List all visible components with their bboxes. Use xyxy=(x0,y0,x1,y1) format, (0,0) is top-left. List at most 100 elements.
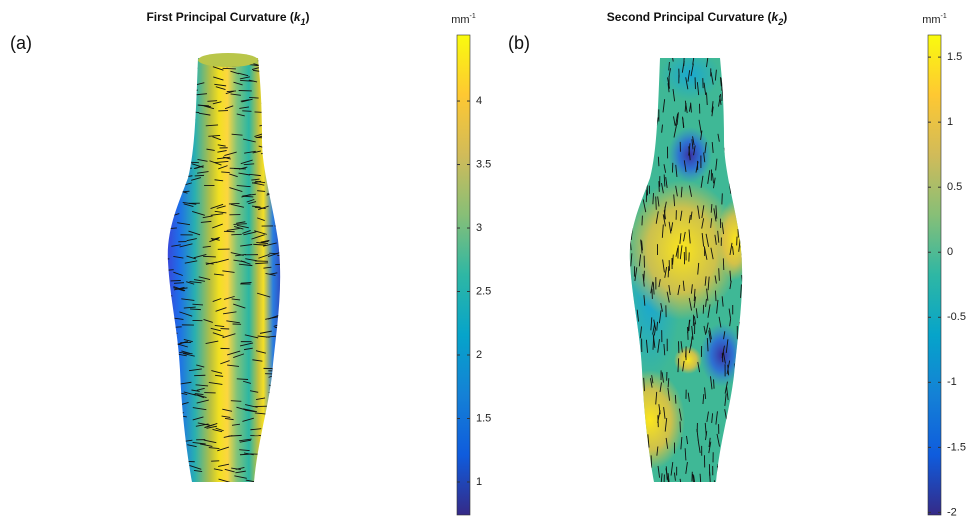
unit-base: mm xyxy=(451,14,469,26)
panel-label: (b) xyxy=(508,33,530,53)
direction-glyph xyxy=(166,194,179,195)
direction-glyph xyxy=(733,123,735,136)
panel-label: (a) xyxy=(10,33,32,53)
direction-glyph xyxy=(274,107,287,108)
direction-glyph xyxy=(278,403,290,405)
direction-glyph xyxy=(174,119,184,123)
direction-glyph xyxy=(649,106,651,115)
direction-glyph xyxy=(269,391,283,392)
direction-glyph xyxy=(277,69,287,70)
direction-glyph xyxy=(166,202,175,204)
direction-glyph xyxy=(172,69,186,72)
direction-glyph xyxy=(170,435,184,436)
direction-glyph xyxy=(164,390,175,393)
direction-glyph xyxy=(180,107,192,108)
direction-glyph xyxy=(633,461,634,470)
direction-glyph xyxy=(182,86,193,88)
direction-glyph xyxy=(269,88,282,89)
direction-glyph xyxy=(160,292,173,296)
direction-glyph xyxy=(189,90,197,93)
direction-glyph xyxy=(627,377,629,388)
direction-glyph xyxy=(259,476,272,478)
direction-glyph xyxy=(644,446,646,455)
direction-glyph xyxy=(741,319,744,332)
direction-glyph xyxy=(727,465,728,475)
direction-glyph xyxy=(744,440,746,454)
direction-glyph xyxy=(268,137,279,141)
direction-glyph xyxy=(272,393,282,396)
direction-glyph xyxy=(634,125,635,136)
direction-glyph xyxy=(651,145,653,154)
direction-glyph xyxy=(631,363,633,371)
direction-glyph xyxy=(181,115,190,117)
direction-glyph xyxy=(636,375,637,383)
tick-label: 3 xyxy=(476,222,482,234)
tick-label: 0 xyxy=(947,246,953,258)
direction-glyph xyxy=(658,157,659,166)
tick-label: -2 xyxy=(947,506,957,518)
direction-glyph xyxy=(195,175,204,176)
direction-glyph xyxy=(739,322,740,331)
direction-glyph xyxy=(180,57,190,59)
direction-glyph xyxy=(186,64,198,68)
direction-glyph xyxy=(656,196,657,209)
direction-glyph xyxy=(273,148,284,149)
direction-glyph xyxy=(647,184,648,196)
unit-exp: -1 xyxy=(941,13,947,20)
direction-glyph xyxy=(161,217,170,218)
direction-glyph xyxy=(638,109,640,120)
direction-glyph xyxy=(629,136,631,149)
direction-glyph xyxy=(271,171,279,173)
direction-glyph xyxy=(172,110,180,112)
chart-title: First Principal Curvature (k1) xyxy=(146,10,309,27)
tick-label: 1.5 xyxy=(947,51,962,63)
direction-glyph xyxy=(631,449,632,458)
direction-glyph xyxy=(166,376,174,378)
direction-glyph xyxy=(275,396,286,397)
direction-glyph xyxy=(181,72,193,74)
direction-glyph xyxy=(745,259,746,272)
direction-glyph xyxy=(639,69,640,83)
tick-label: -1 xyxy=(947,376,957,388)
direction-glyph xyxy=(177,98,185,99)
direction-glyph xyxy=(163,103,172,105)
direction-glyph xyxy=(635,353,636,364)
direction-glyph xyxy=(730,114,731,122)
direction-glyph xyxy=(639,452,640,462)
direction-glyph xyxy=(627,188,628,197)
direction-glyph xyxy=(275,153,286,156)
direction-glyph xyxy=(639,148,640,161)
direction-glyph xyxy=(164,381,178,384)
tick-label: 1 xyxy=(947,116,953,128)
direction-glyph xyxy=(272,177,281,178)
direction-glyph xyxy=(273,383,283,385)
direction-glyph xyxy=(645,123,646,131)
direction-glyph xyxy=(743,456,745,467)
title-part: ) xyxy=(783,10,787,24)
direction-glyph xyxy=(730,165,731,174)
direction-glyph xyxy=(162,170,172,171)
direction-glyph xyxy=(258,470,272,472)
direction-glyph xyxy=(738,415,739,428)
tick-label: -0.5 xyxy=(947,311,966,323)
direction-glyph xyxy=(729,120,731,132)
direction-glyph xyxy=(273,420,281,421)
title-part: Second Principal Curvature ( xyxy=(607,10,772,24)
direction-glyph xyxy=(274,108,286,109)
direction-glyph xyxy=(668,266,669,277)
direction-glyph xyxy=(738,193,739,205)
direction-glyph xyxy=(722,353,723,362)
direction-glyph xyxy=(636,144,637,155)
direction-glyph xyxy=(172,475,183,477)
direction-glyph xyxy=(727,116,728,126)
direction-glyph xyxy=(637,95,639,104)
direction-glyph xyxy=(269,185,281,189)
direction-glyph xyxy=(742,75,743,85)
direction-glyph xyxy=(737,466,739,480)
direction-glyph xyxy=(167,113,181,115)
direction-glyph xyxy=(738,357,739,367)
direction-glyph xyxy=(272,368,285,369)
direction-glyph xyxy=(742,254,743,263)
direction-glyph xyxy=(739,219,740,228)
direction-glyph xyxy=(736,123,737,135)
